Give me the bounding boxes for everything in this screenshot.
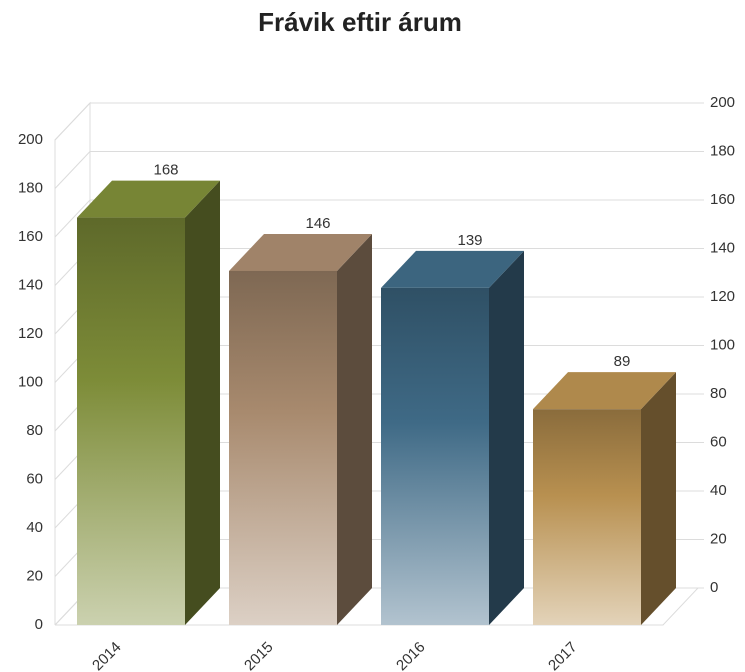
x-tick-label: 2017 bbox=[545, 639, 581, 672]
x-tick-label: 2016 bbox=[393, 639, 429, 672]
grid-line bbox=[54, 151, 91, 189]
y2-tick-label: 80 bbox=[710, 385, 727, 402]
bar bbox=[381, 250, 524, 626]
y-tick-label: 100 bbox=[18, 373, 43, 390]
data-label: 139 bbox=[457, 232, 482, 249]
y2-tick-label: 160 bbox=[710, 191, 735, 208]
y-tick-label: 0 bbox=[35, 616, 43, 633]
bar-front bbox=[533, 409, 641, 625]
y2-tick-label: 40 bbox=[710, 482, 727, 499]
bar bbox=[229, 233, 372, 625]
x-tick-label: 2015 bbox=[241, 639, 277, 672]
bar-top bbox=[229, 233, 372, 271]
bar bbox=[533, 372, 676, 625]
y2-tick-label: 200 bbox=[710, 94, 735, 111]
y-tick-label: 120 bbox=[18, 325, 43, 342]
chart-title: Frávik eftir árum bbox=[258, 7, 462, 37]
data-label: 146 bbox=[305, 215, 330, 232]
grid-line bbox=[54, 199, 91, 238]
y-tick-label: 20 bbox=[26, 567, 43, 584]
bar bbox=[77, 180, 220, 625]
bar-front bbox=[229, 270, 337, 625]
y2-tick-label: 60 bbox=[710, 433, 727, 450]
y2-tick-label: 20 bbox=[710, 530, 727, 547]
y-tick-label: 200 bbox=[18, 131, 43, 148]
bar-side bbox=[337, 233, 372, 625]
x-tick-label: 2014 bbox=[89, 639, 125, 672]
y-tick-label: 180 bbox=[18, 179, 43, 196]
y2-tick-label: 180 bbox=[710, 142, 735, 159]
data-label: 89 bbox=[614, 353, 631, 370]
y2-tick-label: 120 bbox=[710, 288, 735, 305]
y2-tick-label: 0 bbox=[710, 579, 718, 596]
bar-front bbox=[77, 217, 185, 625]
y-tick-label: 160 bbox=[18, 228, 43, 245]
bar-top bbox=[77, 180, 220, 218]
bar-side bbox=[489, 250, 524, 626]
grid-line bbox=[54, 102, 91, 141]
y-tick-label: 140 bbox=[18, 276, 43, 293]
y2-tick-label: 140 bbox=[710, 239, 735, 256]
bar-top bbox=[533, 372, 676, 410]
y-tick-label: 60 bbox=[26, 470, 43, 487]
data-label: 168 bbox=[153, 162, 178, 179]
y2-tick-label: 100 bbox=[710, 336, 735, 353]
bar-side bbox=[185, 180, 220, 625]
bar-front bbox=[381, 287, 489, 625]
bar-top bbox=[381, 250, 524, 288]
y-tick-label: 80 bbox=[26, 422, 43, 439]
bar-side bbox=[641, 372, 676, 625]
y-tick-label: 40 bbox=[26, 519, 43, 536]
